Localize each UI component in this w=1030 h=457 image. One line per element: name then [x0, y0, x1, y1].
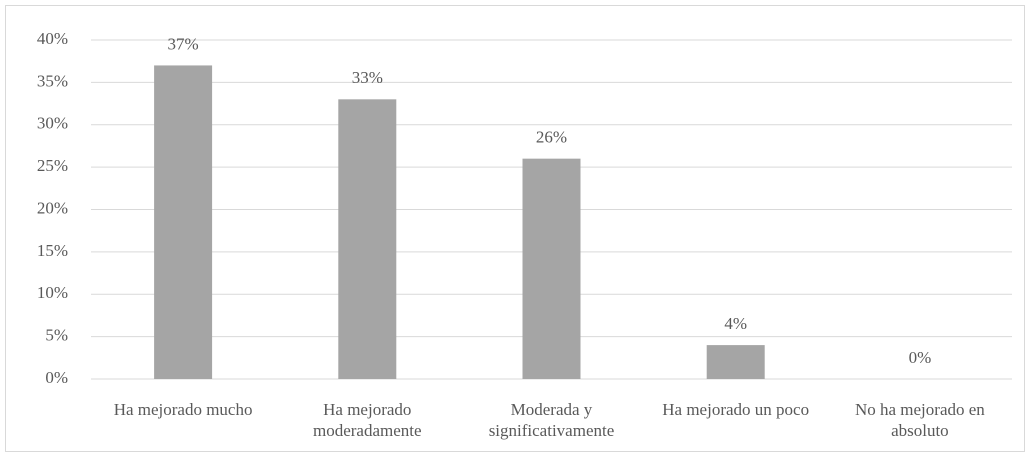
data-label: 37% — [168, 34, 199, 53]
y-tick-label: 20% — [37, 198, 68, 217]
y-tick-label: 10% — [37, 283, 68, 302]
bar — [338, 99, 397, 379]
data-label: 26% — [536, 128, 567, 147]
y-tick-label: 40% — [37, 29, 68, 48]
x-tick-label: Moderada y significativamente — [488, 400, 615, 440]
y-tick-label: 35% — [37, 71, 68, 90]
x-tick-label: Ha mejorado un poco — [662, 400, 810, 419]
bar — [706, 345, 765, 379]
bar — [154, 65, 213, 380]
x-tick-label: Ha mejorado mucho — [113, 400, 253, 419]
y-tick-label: 5% — [45, 326, 68, 345]
y-tick-label: 0% — [45, 368, 68, 387]
bar — [522, 158, 581, 379]
y-tick-label: 25% — [37, 156, 68, 175]
x-tick-label: No ha mejorado en absoluto — [854, 400, 985, 440]
x-tick-label: Ha mejorado moderadamente — [313, 400, 422, 440]
data-label: 33% — [352, 68, 383, 87]
data-label: 0% — [909, 348, 932, 367]
y-tick-label: 15% — [37, 241, 68, 260]
data-label: 4% — [724, 314, 747, 333]
y-tick-label: 30% — [37, 114, 68, 133]
